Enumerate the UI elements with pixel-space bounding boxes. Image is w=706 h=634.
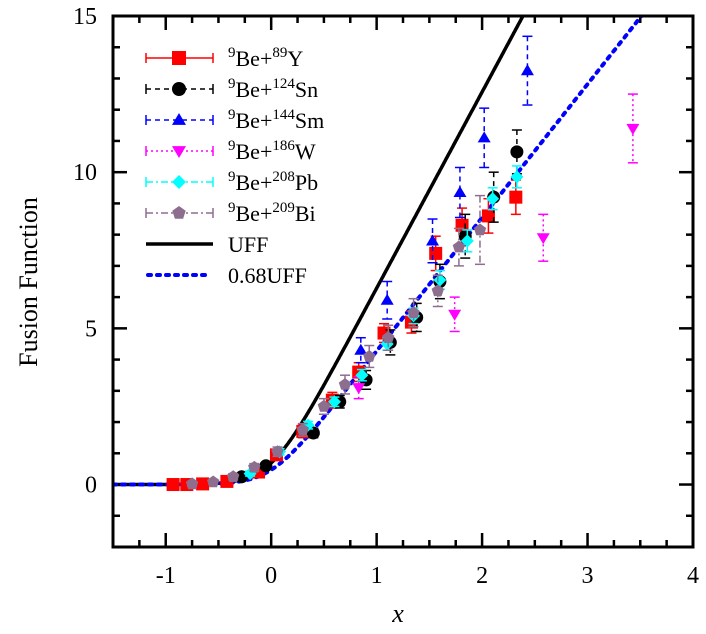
x-tick-label: -1 [156,563,176,589]
y-axis-label: Fusion Function [14,197,43,367]
series-144sm [354,35,534,364]
axis-ticks [111,14,695,549]
legend-label: 0.68UFF [228,263,307,288]
y-tick-label: 0 [85,473,97,499]
legend-label: 9Be+186W [228,138,316,164]
series-186w [352,93,640,400]
legend-item-208pb: 9Be+208Pb [145,169,318,195]
legend-label: 9Be+89Y [228,45,303,71]
legend-item-uff: UFF [146,232,268,257]
series-89y [166,179,523,492]
data-points [166,35,640,492]
legend-item-144sm: 9Be+144Sm [145,107,324,133]
y-tick-label: 15 [73,4,97,30]
legend-label: 9Be+144Sm [228,107,324,133]
legend-item-124sn: 9Be+124Sn [145,76,318,102]
y-tick-label: 10 [73,160,97,186]
x-tick-label: 2 [476,563,488,589]
x-tick-label: 4 [687,563,699,589]
legend-item-068uff: 0.68UFF [146,263,307,288]
tick-labels: -1 0 1 2 3 4 0 5 10 15 [73,4,699,589]
legend-item-209bi: 9Be+209Bi [145,200,316,226]
legend: 9Be+89Y 9Be+124Sn 9Be+144Sm 9Be+186W 9Be+208… [145,45,324,288]
legend-label: UFF [228,232,268,257]
plot-frame [111,14,695,549]
legend-label: 9Be+209Bi [228,200,316,226]
legend-item-186w: 9Be+186W [145,138,316,164]
y-tick-label: 5 [85,316,97,342]
uff-068-curve [113,16,645,487]
legend-label: 9Be+124Sn [228,76,318,102]
legend-label: 9Be+208Pb [228,169,318,195]
legend-item-89y: 9Be+89Y [145,45,303,71]
x-tick-label: 3 [582,563,594,589]
x-axis-label: x [391,599,404,628]
series-209bi [185,194,487,490]
x-tick-label: 1 [371,563,383,589]
x-tick-label: 0 [265,563,277,589]
